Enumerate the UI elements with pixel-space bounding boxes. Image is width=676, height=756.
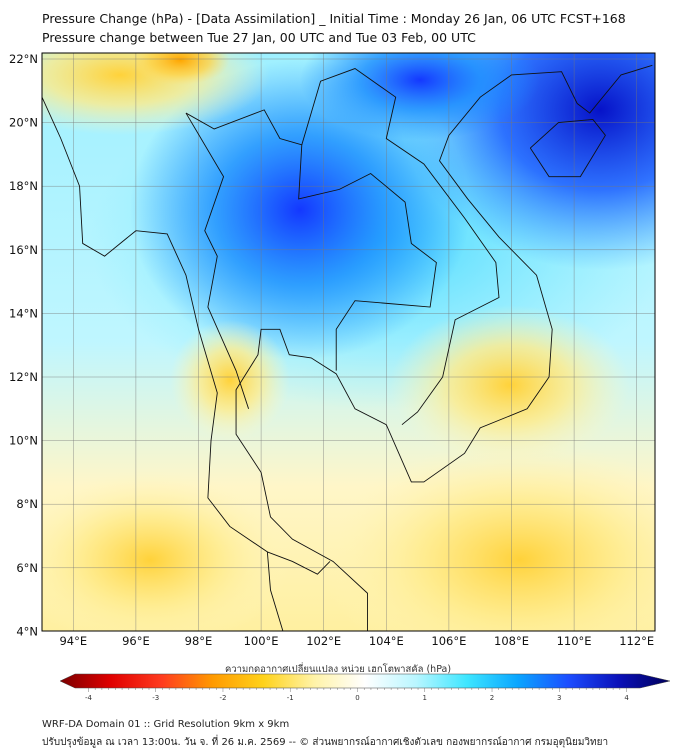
colorbar-label: ความกดอากาศเปลี่ยนแปลง หน่วย เฮกโตพาสคัล… xyxy=(224,664,452,675)
longitude-label: 102°E xyxy=(306,634,341,648)
coastline-west xyxy=(42,96,284,631)
border-thailand xyxy=(185,109,437,371)
longitude-label: 96°E xyxy=(122,634,150,648)
longitude-label: 108°E xyxy=(494,634,529,648)
colorbar-tick-label: -4 xyxy=(85,694,93,702)
pressure-change-map: 22°N 20°N 18°N 16°N 14°N 12°N 10°N 8°N 6°N 4°N 94°… xyxy=(9,52,656,648)
longitude-label: 112°E xyxy=(619,634,654,648)
map-frame xyxy=(41,52,656,632)
update-credit: ปรับปรุงข้อมูล ณ เวลา 13:00น. วัน จ. ที่… xyxy=(42,737,609,748)
border-laos-vietnam xyxy=(301,68,500,426)
colorbar-tick-label: 0 xyxy=(355,694,359,702)
colorbar-tick-label: -3 xyxy=(152,694,159,702)
colorbar: -4 -3 -2 -1 0 1 2 3 4 xyxy=(59,673,671,702)
latitude-label: 18°N xyxy=(9,179,38,193)
longitude-label: 100°E xyxy=(244,634,279,648)
pressure-field xyxy=(42,53,655,631)
colorbar-tick-label: 2 xyxy=(490,694,494,702)
longitude-label: 98°E xyxy=(185,634,213,648)
colorbar-tick-label: 4 xyxy=(624,694,629,702)
latitude-label: 6°N xyxy=(16,561,38,575)
latitude-label: 10°N xyxy=(9,434,38,448)
latitude-label: 8°N xyxy=(16,497,38,511)
colorbar-tick-label: 3 xyxy=(557,694,561,702)
longitude-label: 94°E xyxy=(59,634,87,648)
colorbar-tick-label: -2 xyxy=(219,694,226,702)
longitude-label: 110°E xyxy=(557,634,592,648)
border-malaysia xyxy=(267,551,331,575)
colorbar-tick-label: -1 xyxy=(287,694,294,702)
latitude-label: 12°N xyxy=(9,370,38,384)
latitude-label: 16°N xyxy=(9,243,38,257)
coastline-east xyxy=(235,64,653,631)
chart-title: Pressure Change (hPa) - [Data Assimilati… xyxy=(42,11,626,26)
latitude-label: 4°N xyxy=(16,624,38,638)
latitude-label: 22°N xyxy=(9,52,38,66)
graticule xyxy=(42,53,655,631)
coastlines xyxy=(42,64,653,631)
border-myanmar xyxy=(185,112,250,409)
chart-subtitle: Pressure change between Tue 27 Jan, 00 U… xyxy=(42,30,476,45)
model-info: WRF-DA Domain 01 :: Grid Resolution 9km … xyxy=(42,719,290,730)
colorbar-tick-label: 1 xyxy=(423,694,427,702)
coastline-hainan xyxy=(529,118,606,178)
longitude-label: 104°E xyxy=(369,634,404,648)
latitude-label: 14°N xyxy=(9,306,38,320)
longitude-label: 106°E xyxy=(431,634,466,648)
latitude-label: 20°N xyxy=(9,116,38,130)
